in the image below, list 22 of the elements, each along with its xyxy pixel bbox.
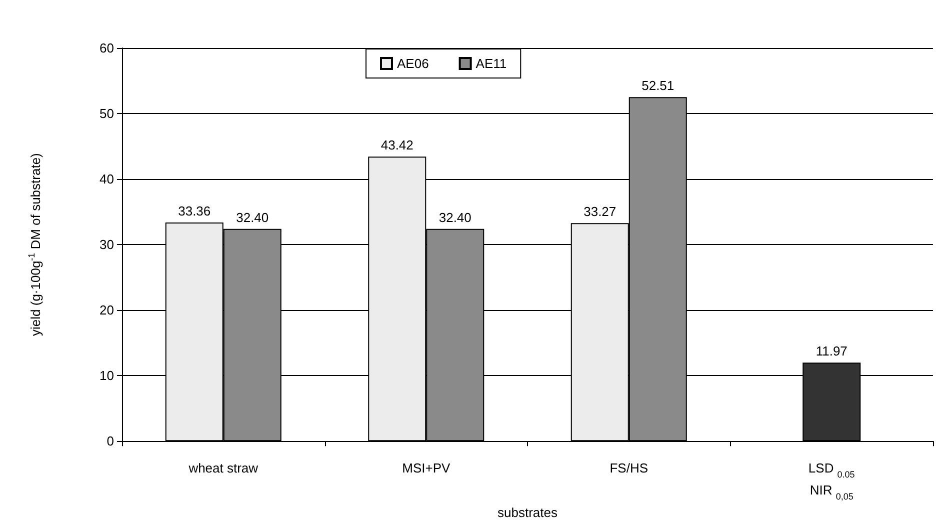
y-axis-title: yield (g·100g-1 DM of substrate) <box>26 153 43 336</box>
data-label: 32.40 <box>236 210 269 225</box>
y-tick-label: 20 <box>100 302 114 318</box>
y-tick-label: 10 <box>100 368 114 384</box>
y-tick-label: 60 <box>100 40 114 56</box>
x-tick-label: FS/HS <box>610 460 648 476</box>
data-label: 32.40 <box>438 210 472 225</box>
y-tick-label: 30 <box>100 237 114 252</box>
x-tick-label: wheat straw <box>188 460 259 476</box>
x-axis-title: substrates <box>498 505 558 520</box>
x-tick-label: LSD 0.05 NIR 0,05 <box>808 460 855 502</box>
data-label: 33.36 <box>178 204 211 219</box>
data-label: 33.27 <box>584 204 616 220</box>
data-label: 52.51 <box>642 78 674 94</box>
x-tick-label: MSI+PV <box>402 460 450 476</box>
data-label: 11.97 <box>816 344 848 359</box>
y-tick-label: 0 <box>106 434 114 449</box>
data-label: 43.42 <box>380 138 414 153</box>
y-tick-label: 50 <box>100 106 114 122</box>
legend-label: AE06 <box>397 56 429 71</box>
y-tick-label: 40 <box>100 172 114 187</box>
legend-label: AE11 <box>476 56 507 71</box>
